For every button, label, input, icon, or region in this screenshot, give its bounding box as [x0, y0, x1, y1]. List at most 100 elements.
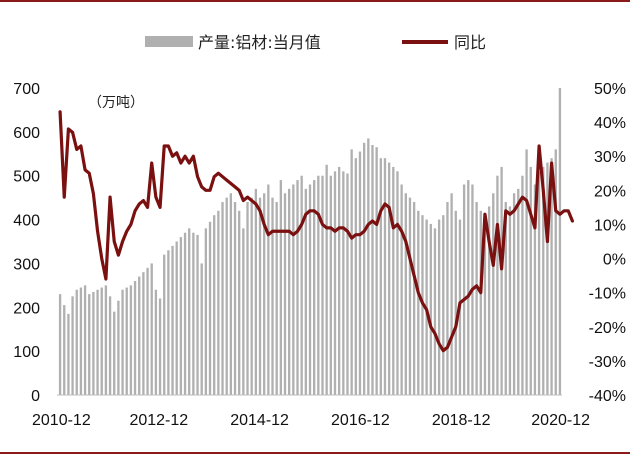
- top-rule: [0, 0, 630, 2]
- bar: [475, 202, 478, 395]
- bar: [304, 188, 307, 395]
- bar: [208, 221, 212, 395]
- bar: [79, 287, 83, 395]
- bar: [258, 197, 262, 395]
- bar: [417, 210, 420, 395]
- bar: [496, 175, 499, 395]
- bar: [437, 219, 441, 395]
- bar: [529, 166, 532, 395]
- bar: [67, 313, 70, 395]
- bar: [454, 210, 457, 395]
- bar: [263, 193, 266, 395]
- bar: [129, 285, 133, 395]
- y-left-axis: 0 100 200 300 400 500 600 700: [13, 81, 40, 405]
- y-left-tick-label: 400: [13, 213, 40, 230]
- bar: [221, 202, 224, 395]
- y-right-tick-label: 20%: [594, 183, 626, 200]
- y-left-tick-label: 0: [31, 388, 40, 405]
- bar: [133, 280, 137, 395]
- bar: [521, 175, 524, 395]
- bar: [342, 171, 345, 395]
- x-tick-label: 2014-12: [230, 412, 289, 429]
- bar: [279, 180, 283, 395]
- bar: [337, 166, 341, 395]
- y-right-tick-label: -30%: [589, 354, 626, 371]
- bar: [300, 175, 303, 395]
- y-left-tick-label: 500: [13, 169, 40, 186]
- bar: [492, 193, 495, 395]
- x-axis: 2010-12 2012-12 2014-12 2016-12 2018-12 2020-…: [32, 412, 590, 429]
- bar: [371, 145, 374, 395]
- bar: [517, 188, 520, 395]
- y-left-tick-label: 100: [13, 344, 40, 361]
- unit-label: （万吨）: [88, 95, 144, 111]
- bar: [512, 193, 516, 395]
- bar: [242, 228, 245, 395]
- bar: [167, 250, 170, 395]
- bar: [229, 193, 233, 395]
- bar: [487, 206, 491, 395]
- bar: [446, 202, 449, 395]
- bar: [362, 142, 366, 395]
- bar: [508, 206, 512, 395]
- bar: [108, 296, 112, 395]
- bar: [138, 276, 141, 395]
- legend-bar-swatch: [145, 36, 193, 47]
- bar: [354, 158, 357, 395]
- x-tick-label: 2010-12: [32, 412, 91, 429]
- bar: [125, 287, 128, 395]
- bar: [367, 138, 370, 395]
- bar: [429, 223, 432, 395]
- bar: [275, 202, 278, 395]
- bar: [504, 202, 507, 395]
- bar: [171, 245, 174, 395]
- bar: [217, 210, 220, 395]
- bar: [271, 197, 274, 395]
- y-right-tick-label: 0%: [603, 252, 626, 269]
- legend: 产量:铝材:当月值 同比: [145, 33, 486, 52]
- y-left-tick-label: 600: [13, 125, 40, 142]
- bar: [121, 289, 124, 395]
- bar: [254, 188, 258, 395]
- bar: [267, 184, 270, 395]
- bar: [58, 294, 62, 395]
- y-right-tick-label: -40%: [589, 388, 626, 405]
- bar: [333, 171, 337, 395]
- bar: [75, 289, 78, 395]
- bar: [404, 193, 407, 395]
- bar: [308, 184, 312, 395]
- bar: [358, 151, 362, 395]
- bar: [250, 197, 253, 395]
- bar: [383, 158, 387, 395]
- bar: [479, 210, 482, 395]
- bar-series: [58, 88, 562, 395]
- bar: [71, 296, 74, 395]
- bar: [533, 184, 537, 395]
- bar: [537, 171, 541, 395]
- bottom-rule: [0, 452, 630, 454]
- bar: [204, 228, 208, 395]
- y-right-tick-label: 10%: [594, 217, 626, 234]
- bar: [188, 228, 191, 395]
- bar: [142, 272, 145, 395]
- bar: [400, 184, 403, 395]
- bar: [392, 166, 395, 395]
- y-right-tick-label: 40%: [594, 115, 626, 132]
- bar: [225, 197, 228, 395]
- x-tick-label: 2018-12: [432, 412, 491, 429]
- bar: [175, 241, 178, 395]
- bar: [246, 202, 249, 395]
- bar: [117, 300, 120, 395]
- y-right-tick-label: -20%: [589, 320, 626, 337]
- y-left-tick-label: 700: [13, 81, 40, 98]
- bar: [412, 202, 416, 395]
- bar: [150, 263, 153, 395]
- bar: [483, 215, 487, 395]
- bar: [467, 180, 470, 395]
- bar: [200, 263, 203, 395]
- bar: [542, 166, 545, 395]
- y-right-axis: -40% -30% -20% -10% 0% 10% 20% 30% 40% 50%: [589, 81, 626, 405]
- y-left-tick-label: 300: [13, 256, 40, 273]
- bar: [283, 193, 287, 395]
